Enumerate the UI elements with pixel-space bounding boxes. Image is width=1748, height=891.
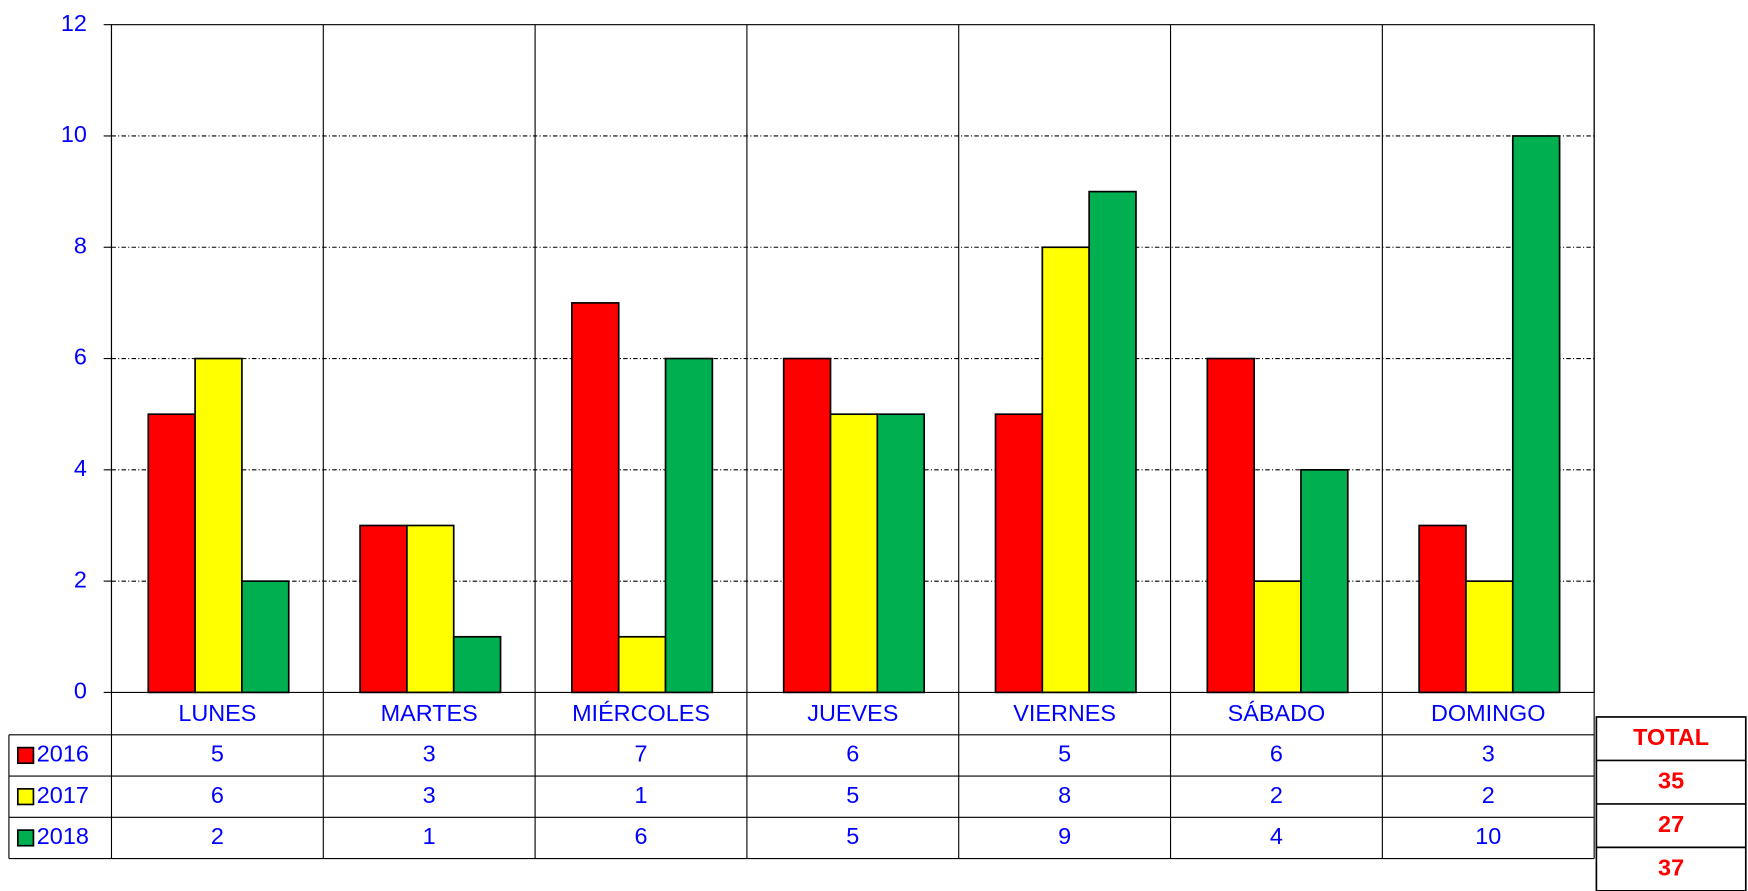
table-value: 5 (846, 823, 859, 849)
bar (1206, 357, 1255, 694)
y-tick-label: 12 (61, 10, 87, 36)
table-value: 9 (1058, 823, 1071, 849)
table-value: 1 (634, 782, 647, 808)
table-value: 2 (1482, 782, 1495, 808)
bar (1300, 469, 1349, 694)
x-tick-label: MIÉRCOLES (572, 700, 710, 726)
x-tick-label: MARTES (381, 700, 478, 726)
bar (359, 524, 408, 694)
total-value: 37 (1658, 854, 1684, 880)
totals-header: TOTAL (1633, 724, 1709, 750)
bar (664, 357, 714, 694)
bar (1088, 190, 1137, 694)
bar (617, 635, 667, 694)
table-value: 3 (1482, 741, 1495, 767)
legend-label: 2016 (37, 741, 89, 767)
table-value: 6 (846, 741, 859, 767)
x-tick-label: VIERNES (1013, 700, 1116, 726)
bar (1465, 580, 1514, 694)
bar (1041, 246, 1090, 694)
table-value: 5 (846, 782, 859, 808)
table-value: 6 (1270, 741, 1283, 767)
total-value: 27 (1658, 811, 1684, 837)
table-value: 5 (211, 741, 224, 767)
bar (406, 524, 455, 694)
table-value: 8 (1058, 782, 1071, 808)
table-value: 5 (1058, 741, 1071, 767)
y-tick-label: 10 (61, 121, 87, 147)
table-value: 4 (1270, 823, 1283, 849)
legend-swatch (17, 788, 35, 806)
table-value: 6 (634, 823, 647, 849)
x-tick-label: JUEVES (807, 700, 898, 726)
bar (876, 413, 926, 694)
y-tick-label: 2 (74, 566, 87, 592)
x-tick-label: SÁBADO (1228, 700, 1326, 726)
bar (1418, 524, 1467, 694)
bar (194, 357, 243, 694)
table-value: 10 (1475, 823, 1501, 849)
bar (1253, 580, 1302, 694)
bar (571, 302, 620, 694)
bar (452, 635, 502, 694)
legend-label: 2018 (37, 823, 89, 849)
bar (782, 357, 832, 694)
y-tick-label: 8 (74, 232, 87, 258)
legend-swatch (17, 746, 35, 765)
bar (147, 413, 196, 694)
bar (241, 580, 290, 694)
table-value: 6 (211, 782, 224, 808)
total-value: 35 (1658, 767, 1684, 793)
y-tick-label: 0 (74, 678, 87, 704)
y-tick-label: 4 (74, 455, 87, 481)
x-tick-label: LUNES (178, 700, 256, 726)
legend-swatch (17, 829, 35, 847)
table-value: 3 (423, 741, 436, 767)
table-value: 7 (634, 741, 647, 767)
legend-label: 2017 (37, 782, 89, 808)
bar (1511, 135, 1561, 694)
bar (994, 413, 1044, 694)
x-tick-label: DOMINGO (1431, 700, 1545, 726)
y-tick-label: 6 (74, 344, 87, 370)
table-value: 2 (1270, 782, 1283, 808)
table-value: 1 (423, 823, 436, 849)
bar (829, 413, 879, 694)
table-value: 2 (211, 823, 224, 849)
table-value: 3 (423, 782, 436, 808)
